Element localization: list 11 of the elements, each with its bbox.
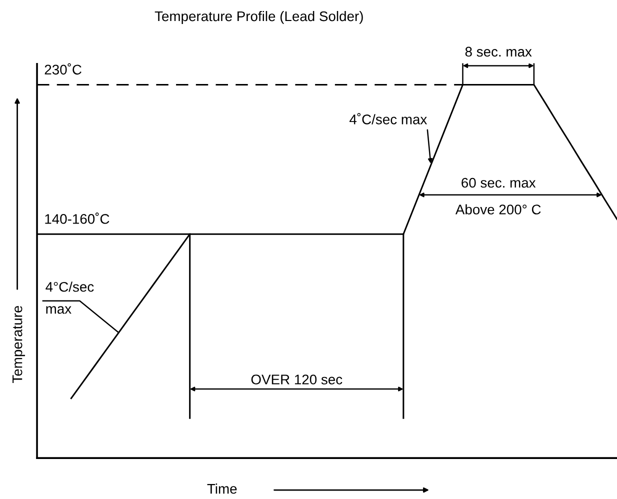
annotation: 4˚C/sec max — [350, 113, 428, 124]
x-axis-title: Time — [207, 484, 237, 494]
annotation: Above 200° C — [455, 204, 541, 214]
y-axis-title: Temperature — [12, 306, 25, 383]
chart-title: Temperature Profile (Lead Solder) — [154, 10, 363, 24]
annotation: OVER 120 sec — [251, 374, 342, 384]
annotation: 4°C/sec max — [46, 282, 94, 314]
annotation: 60 sec. max — [462, 178, 536, 188]
text: 230˚C — [44, 63, 82, 75]
text: 8 sec. max — [465, 46, 532, 57]
annotation: 140-160˚C — [45, 212, 110, 224]
